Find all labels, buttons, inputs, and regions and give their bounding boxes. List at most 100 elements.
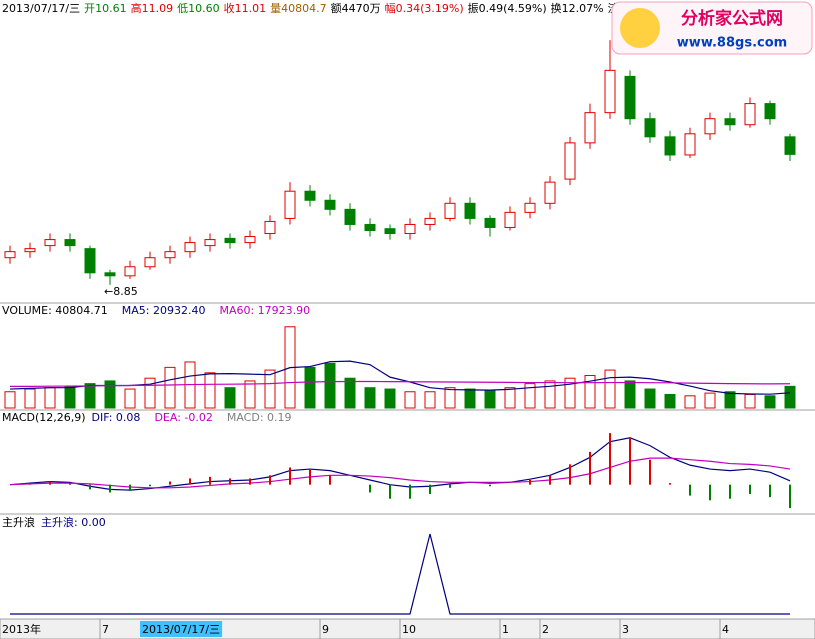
volume-bar xyxy=(144,377,156,409)
volume-bar xyxy=(124,388,136,409)
legend-entry: MA5: 20932.40 xyxy=(122,304,206,317)
volume-bar xyxy=(624,380,636,409)
candle-body xyxy=(364,223,376,232)
header-item: 高11.09 xyxy=(131,1,174,15)
volume-bar xyxy=(164,366,176,409)
candle-body xyxy=(744,103,756,126)
panel-title: 主升浪 xyxy=(2,515,35,529)
header-item: 额4470万 xyxy=(331,2,381,15)
candle-body xyxy=(324,199,336,210)
candle-body xyxy=(384,228,396,235)
legend-entry: DIF: 0.08 xyxy=(92,411,141,424)
header-item: 幅0.34(3.19%) xyxy=(385,2,464,15)
volume-bar xyxy=(24,388,36,409)
volume-bar xyxy=(44,387,56,409)
volume-bar xyxy=(524,383,536,409)
volume-bar xyxy=(304,366,316,409)
candle-body xyxy=(504,211,516,228)
candle-body xyxy=(4,251,16,259)
volume-bar xyxy=(544,380,556,409)
legend-entry: DEA: -0.02 xyxy=(154,411,212,424)
volume-bar xyxy=(364,387,376,409)
candle-body xyxy=(424,217,436,225)
candle-body xyxy=(24,248,36,253)
candle-body xyxy=(244,236,256,244)
candle-body xyxy=(124,266,136,277)
candle-body xyxy=(144,257,156,268)
volume-bar xyxy=(384,388,396,409)
candle-body xyxy=(84,248,96,274)
candle-body xyxy=(484,217,496,228)
volume-bar xyxy=(704,392,716,409)
candle-body xyxy=(684,133,696,156)
volume-bar xyxy=(444,387,456,409)
series-line xyxy=(9,437,791,491)
series-line xyxy=(10,380,791,387)
candle-body xyxy=(784,136,796,155)
series-line xyxy=(9,457,791,489)
candle-body xyxy=(44,239,56,247)
volume-bar xyxy=(464,388,476,409)
series-line xyxy=(10,533,790,615)
volume-bar xyxy=(324,362,336,409)
candle-body xyxy=(624,75,636,120)
header-item: 振0.49(4.59%) xyxy=(468,1,547,15)
candle-body xyxy=(344,208,356,225)
volume-bar xyxy=(204,372,216,409)
logo-url: www.88gs.com xyxy=(677,36,787,51)
candle-body xyxy=(184,242,196,253)
candle-body xyxy=(304,190,316,201)
x-tick-label: 7 xyxy=(102,623,109,636)
cursor-date-bg xyxy=(140,621,223,637)
cursor-date: 2013/07/17/三 xyxy=(142,623,220,636)
x-tick-label: 2 xyxy=(542,623,549,636)
x-tick-label: 4 xyxy=(722,623,729,636)
volume-bar xyxy=(784,385,796,409)
legend-entry: MACD: 0.19 xyxy=(227,411,292,424)
candle-body xyxy=(524,202,536,213)
volume-bar xyxy=(104,380,116,409)
header-item: 开10.61 xyxy=(84,2,127,15)
volume-bar xyxy=(564,377,576,409)
legend-entry: VOLUME: 40804.71 xyxy=(2,304,108,317)
volume-bar xyxy=(724,391,736,409)
candle-body xyxy=(464,202,476,219)
candle-body xyxy=(204,239,216,247)
x-tick-label: 10 xyxy=(402,623,416,636)
candle-body xyxy=(404,223,416,235)
volume-bar xyxy=(424,391,436,409)
header-item: 量40804.7 xyxy=(270,2,327,15)
volume-bar xyxy=(584,375,596,409)
candle-body xyxy=(284,190,296,219)
x-tick-label: 9 xyxy=(322,623,329,636)
header-item: 低10.60 xyxy=(177,2,220,15)
volume-bar xyxy=(4,391,16,409)
logo: 分析家公式网 www.88gs.com xyxy=(611,1,813,55)
volume-bar xyxy=(244,380,256,409)
volume-bar xyxy=(264,369,276,409)
volume-bar xyxy=(664,393,676,409)
logo-icon xyxy=(620,8,660,48)
candle-body xyxy=(704,118,716,135)
candle-body xyxy=(264,220,276,235)
candle-body xyxy=(584,112,596,144)
volume-bar xyxy=(764,395,776,409)
volume-bar xyxy=(684,395,696,409)
x-tick-label: 3 xyxy=(622,623,629,636)
candle-body xyxy=(164,251,176,259)
volume-bar xyxy=(224,387,236,409)
candle-body xyxy=(544,181,556,204)
volume-bar xyxy=(604,369,616,409)
volume-bar xyxy=(484,389,496,409)
candle-body xyxy=(604,69,616,114)
volume-bar xyxy=(504,387,516,409)
volume-bar xyxy=(344,377,356,409)
candle-body xyxy=(564,142,576,180)
legend-entry: MA60: 17923.90 xyxy=(219,304,310,317)
volume-bar xyxy=(84,383,96,409)
candle-body xyxy=(64,239,76,247)
header-item: 换12.07% xyxy=(551,1,604,15)
volume-bar xyxy=(744,393,756,409)
panel-title: MACD(12,26,9) xyxy=(2,411,86,424)
volume-bar xyxy=(644,388,656,409)
